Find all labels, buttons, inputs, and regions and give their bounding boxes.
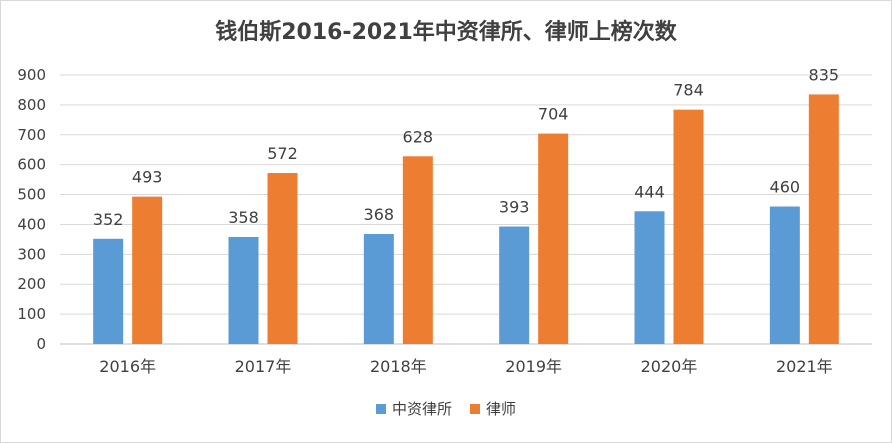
x-tick-label: 2021年: [776, 357, 833, 376]
data-label: 704: [538, 105, 569, 124]
data-label: 460: [770, 178, 801, 197]
data-label: 572: [267, 144, 298, 163]
bar-firms: [634, 211, 665, 344]
y-axis: 0 100 200 300 400 500 600 700 800 900: [17, 66, 46, 353]
y-tick-label: 400: [17, 215, 46, 233]
data-label: 352: [93, 210, 124, 229]
y-tick-label: 600: [17, 156, 46, 174]
data-label: 628: [403, 127, 434, 146]
bar-lawyers: [808, 94, 839, 344]
data-label: 784: [673, 81, 704, 100]
bar-lawyers: [132, 196, 163, 344]
bars: [93, 94, 839, 344]
y-tick-label: 500: [17, 186, 46, 204]
x-axis: 2016年 2017年 2018年 2019年 2020年 2021年: [99, 357, 832, 376]
bar-firms: [499, 226, 530, 344]
legend-item-firms: 中资律所: [375, 398, 452, 419]
x-tick-label: 2020年: [641, 357, 698, 376]
legend-item-lawyers: 律师: [470, 398, 516, 419]
bar-firms: [93, 238, 124, 344]
data-label: 493: [132, 168, 163, 187]
data-label: 444: [634, 182, 665, 201]
bar-firms: [228, 236, 259, 344]
y-tick-label: 100: [17, 305, 46, 323]
x-tick-label: 2019年: [505, 357, 562, 376]
bar-firms: [363, 234, 394, 344]
chart-title: 钱伯斯2016-2021年中资律所、律师上榜次数: [215, 20, 677, 45]
legend-swatch-firms: [375, 403, 386, 414]
data-label: 358: [228, 208, 259, 227]
gridlines: [60, 74, 872, 345]
data-label: 835: [809, 65, 840, 84]
y-tick-label: 0: [36, 335, 46, 353]
y-tick-label: 200: [17, 275, 46, 293]
legend-label-lawyers: 律师: [486, 400, 517, 418]
bar-firms: [769, 206, 800, 344]
legend-swatch-lawyers: [470, 403, 480, 414]
y-tick-label: 800: [17, 96, 46, 114]
data-label: 368: [364, 205, 395, 224]
bar-lawyers: [267, 173, 298, 344]
legend: 中资律所 律师: [0, 398, 892, 419]
x-tick-label: 2016年: [99, 357, 156, 376]
bar-lawyers: [402, 156, 433, 344]
x-tick-label: 2017年: [235, 357, 292, 376]
y-tick-label: 300: [17, 245, 46, 263]
bar-lawyers: [538, 133, 569, 344]
y-tick-label: 700: [17, 126, 46, 144]
y-tick-label: 900: [17, 66, 46, 84]
bar-lawyers: [673, 109, 704, 344]
data-labels: 352 493 358 572 368 628 393 704 444 784 460 835: [93, 65, 839, 228]
data-label: 393: [499, 198, 530, 217]
x-tick-label: 2018年: [370, 357, 427, 376]
legend-label-firms: 中资律所: [391, 400, 452, 418]
